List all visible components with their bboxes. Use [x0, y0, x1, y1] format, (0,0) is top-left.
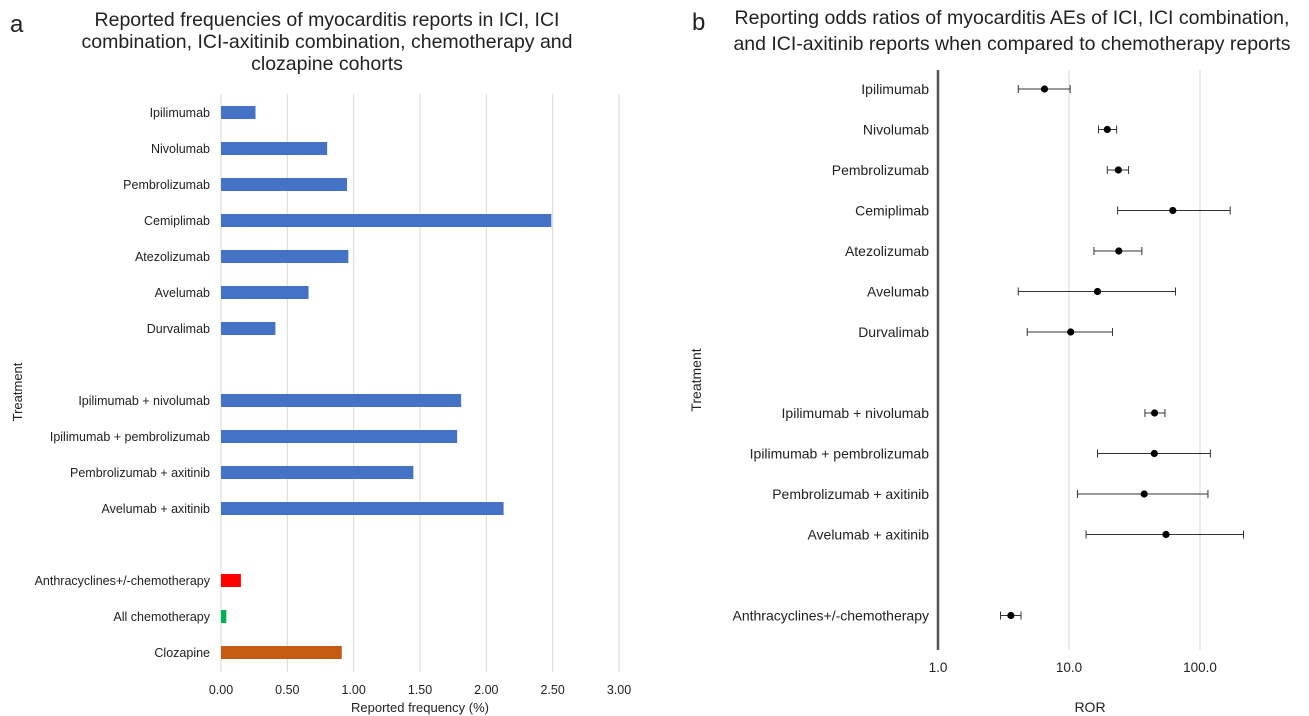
panel-b-category-labels: Ipilimumab Nivolumab Pembrolizumab Cemiplim… [733, 81, 930, 624]
panel-a-x-tick-label: 3.00 [607, 683, 631, 697]
panel-a-letter: a [10, 11, 24, 38]
panel-b-gridlines [1068, 70, 1201, 650]
panel-a-x-tick-label: 2.50 [540, 683, 564, 697]
panel-a-bar [221, 394, 462, 407]
panel-a-x-tick-label: 0.50 [275, 683, 299, 697]
panel-a-category-label: Avelumab + axitinib [101, 502, 210, 516]
panel-b-point [1103, 125, 1111, 134]
panel-a-category-label: Durvalimab [147, 322, 210, 336]
panel-a-bar [221, 466, 414, 479]
panel-b-category-label: Nivolumab [863, 122, 929, 138]
panel-b-category-label: Ipilimumab [861, 81, 929, 97]
panel-b-title: Reporting odds ratios of myocarditis AEs… [733, 7, 1290, 55]
panel-b-category-label: Durvalimab [858, 324, 929, 340]
panel-b-point [1140, 490, 1148, 498]
panel-b-x-tick-label: 100.0 [1183, 660, 1217, 675]
panel-b-point [1067, 328, 1075, 336]
panel-b-title-line: Reporting odds ratios of myocarditis AEs… [735, 7, 1290, 29]
panel-a-bar [221, 430, 458, 443]
panel-a-title-line: clozapine cohorts [251, 53, 403, 75]
panel-b-point [1150, 409, 1159, 417]
panel-a-x-tick-label: 0.00 [209, 683, 233, 697]
panel-b-point [1040, 85, 1049, 93]
panel-b-category-label: Cemiplimab [855, 203, 929, 219]
panel-a-category-label: Cemiplimab [144, 214, 210, 228]
panel-b-y-axis-label: Treatment [688, 348, 704, 411]
panel-a-category-label: Atezolizumab [135, 250, 210, 264]
panel-a-bar [221, 646, 342, 659]
panel-a-bar [221, 250, 349, 263]
panel-b-category-label: Atezolizumab [845, 243, 929, 259]
panel-a-category-label: Ipilimumab [150, 106, 210, 120]
panel-b-point [1169, 206, 1177, 215]
panel-b-category-label: Pembrolizumab + axitinib [772, 486, 929, 502]
panel-b-category-label: Avelumab + axitinib [807, 527, 929, 543]
panel-a-category-label: Pembrolizumab [123, 178, 210, 192]
panel-a-x-tick-labels: 0.00 0.50 1.00 1.50 2.00 2.50 3.00 [209, 683, 631, 697]
panel-b-point [1114, 166, 1122, 174]
panel-a-bar [221, 322, 276, 335]
panel-a-category-label: Anthracyclines+/-chemotherapy [35, 574, 211, 588]
panel-a-category-label: Avelumab [155, 286, 210, 300]
panel-b-category-label: Ipilimumab + nivolumab [782, 405, 930, 421]
panel-a-category-label: Pembrolizumab + axitinib [70, 466, 210, 480]
panel-a-bar [221, 286, 309, 299]
panel-a-title-line: combination, ICI-axitinib combination, c… [81, 31, 572, 53]
panel-b-point [1093, 287, 1102, 296]
panel-b-point [1115, 247, 1123, 255]
panel-a-y-axis-label: Treatment [10, 362, 25, 421]
panel-b-category-label: Pembrolizumab [832, 162, 929, 178]
panel-a-bar [221, 574, 241, 587]
panel-a-x-tick-label: 1.00 [341, 683, 365, 697]
panel-a-category-label: Ipilimumab + pembrolizumab [50, 430, 210, 444]
panel-a-bar [221, 142, 328, 155]
panel-a-bar [221, 178, 348, 191]
panel-b-point [1007, 611, 1015, 620]
panel-b-category-label: Avelumab [867, 284, 929, 300]
panel-a-category-label: All chemotherapy [113, 610, 210, 624]
panel-a-category-labels: Ipilimumab Nivolumab Pembrolizumab Cemiplim… [35, 106, 211, 660]
panel-a-bar [221, 214, 552, 227]
panel-a-category-label: Clozapine [154, 646, 210, 660]
panel-b-point [1150, 449, 1158, 458]
panel-b-category-label: Ipilimumab + pembrolizumab [750, 446, 930, 462]
panel-a-category-label: Ipilimumab + nivolumab [78, 394, 210, 408]
panel-b-forest-marks [1000, 85, 1245, 620]
panel-a-bar [221, 106, 256, 119]
panel-b-title-line: and ICI-axitinib reports when compared t… [733, 33, 1290, 55]
panel-b-category-label: Anthracyclines+/-chemotherapy [733, 608, 930, 624]
panel-b-letter: b [692, 9, 705, 36]
panel-b-x-tick-label: 10.0 [1056, 660, 1082, 675]
panel-a-bar [221, 610, 227, 623]
panel-b-point [1162, 530, 1170, 539]
panel-a-title-line: Reported frequencies of myocarditis repo… [95, 9, 560, 31]
panel-a-category-label: Nivolumab [151, 142, 210, 156]
panel-b-x-tick-label: 1.0 [929, 660, 948, 675]
panel-a-x-axis-label: Reported frequency (%) [351, 700, 489, 715]
panel-b-x-axis-label: ROR [1074, 699, 1105, 715]
panel-a-x-tick-label: 1.50 [408, 683, 432, 697]
panel-a-bar [221, 502, 504, 515]
panel-a-title: Reported frequencies of myocarditis repo… [81, 9, 572, 75]
panel-a-x-tick-label: 2.00 [474, 683, 498, 697]
panel-a-bars [221, 106, 552, 659]
panel-b-x-tick-labels: 1.0 10.0 100.0 [929, 660, 1217, 675]
